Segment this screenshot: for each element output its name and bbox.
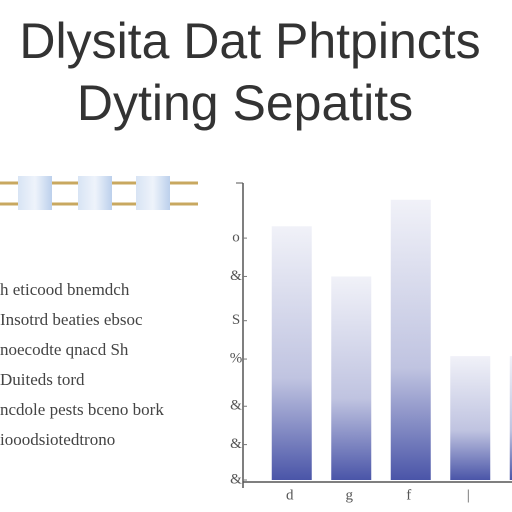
note-line: Duiteds tord [0,370,85,389]
x-tick-label: f [406,487,411,503]
x-tick-label: g [346,487,354,503]
chart-title: Dlysita Dat Phtpincts [19,13,480,69]
note-line: h eticood bnemdch [0,280,130,299]
y-tick-label: % [230,350,243,366]
note-line: ncdole pests bceno bork [0,400,164,419]
x-tick-label: d [286,487,294,503]
y-tick-label: & [230,436,242,452]
y-tick-label: & [230,398,242,414]
bar [450,356,491,480]
chart-subtitle: Dyting Sepatits [77,75,413,131]
note-line: noecodte qnacd Sh [0,340,129,359]
note-line: Insotrd beaties ebsoc [0,310,143,329]
bar [271,226,312,480]
bar [331,276,372,480]
bar [390,199,431,480]
x-tick-label: | [467,487,470,503]
bar [509,356,512,480]
y-tick-label: & [230,471,242,487]
y-tick-label: o [232,230,240,246]
y-tick-label: S [232,312,240,328]
decorative-band [0,176,198,210]
note-line: iooodsiotedtrono [0,430,115,449]
y-tick-label: & [230,268,242,284]
